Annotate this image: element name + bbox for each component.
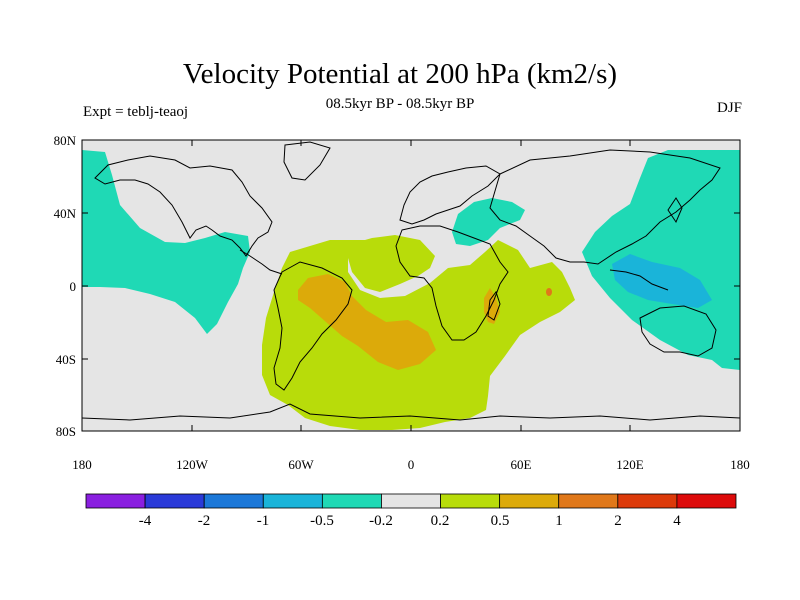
coastlines [82,141,740,421]
colorbar-label: 2 [614,513,622,529]
colorbar-labels: -4 -2 -1 -0.5 -0.2 0.2 0.5 1 2 4 [139,513,682,529]
plot-subtitle: 08.5kyr BP - 08.5kyr BP [325,96,475,112]
season-label: DJF [716,100,742,116]
lon-label: 0 [408,457,415,472]
colorbar-label: -1 [257,513,270,529]
colorbar-box [499,493,560,509]
longitude-labels: 180 120W 60W 0 60E 120E 180 [72,457,750,472]
colorbar-box [617,493,678,509]
colorbar-label: 1 [555,513,563,529]
lat-label: 0 [70,279,77,294]
lon-label: 180 [730,457,750,472]
colorbar-box [321,493,382,509]
colorbar-box [381,493,441,509]
contour-maritime-minimum [612,254,712,308]
colorbar-box [676,493,737,509]
lat-label: 40S [56,352,76,367]
colorbar-label: -4 [139,513,152,529]
latitude-labels: 80N 40N 0 40S 80S [54,133,77,439]
coast-australia [639,305,717,357]
colorbar-box [144,493,205,509]
coast-asia [489,149,721,265]
latitude-ticks [82,139,740,432]
plot-title: Velocity Potential at 200 hPa (km2/s) [182,58,618,90]
contour-south-america-maximum [298,274,436,370]
lon-label: 120W [176,457,209,472]
colorbar-label: 0.2 [431,513,450,529]
coast-north-america [94,155,273,257]
contour-fills [82,150,740,430]
coast-antarctica [82,403,740,421]
colorbar-box [558,493,619,509]
colorbar-label: -2 [198,513,211,529]
colorbar-label: -0.5 [310,513,334,529]
lat-label: 80N [54,133,77,148]
coast-japan [667,197,683,224]
contour-indian-ocean-spot [546,288,552,296]
lon-label: 120E [616,457,644,472]
lon-label: 180 [72,457,92,472]
lat-label: 80S [56,424,76,439]
contour-east-pacific-negative [82,150,250,334]
colorbar [85,493,737,509]
colorbar-label: 4 [673,513,681,529]
colorbar-label: -0.2 [369,513,393,529]
coast-greenland [283,141,331,181]
lon-label: 60W [288,457,314,472]
longitude-ticks [81,140,741,431]
contour-mediterranean-negative [452,198,525,246]
experiment-label: Expt = teblj-teaoj [83,104,189,120]
contour-west-pacific-negative [582,150,740,370]
coast-africa [395,225,509,341]
colorbar-box [203,493,264,509]
coast-central-america [239,249,283,275]
coast-madagascar [487,290,501,321]
colorbar-box [440,493,501,509]
lat-label: 40N [54,206,77,221]
colorbar-box [262,493,323,509]
colorbar-label: 0.5 [491,513,510,529]
colorbar-box [85,493,146,509]
lon-label: 60E [511,457,532,472]
coast-south-america [273,261,353,391]
coast-indonesia [609,269,669,291]
